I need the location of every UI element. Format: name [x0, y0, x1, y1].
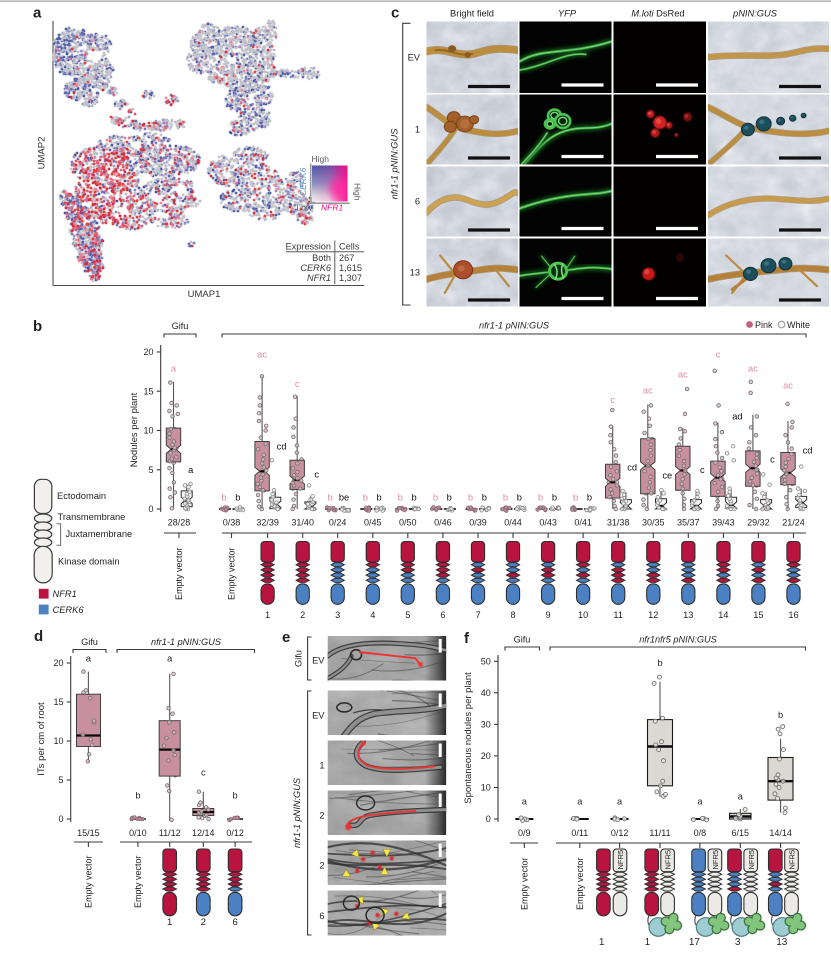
svg-text:UMAP1: UMAP1 — [188, 289, 221, 300]
svg-text:a: a — [33, 5, 42, 22]
svg-text:UMAP2: UMAP2 — [37, 137, 48, 170]
